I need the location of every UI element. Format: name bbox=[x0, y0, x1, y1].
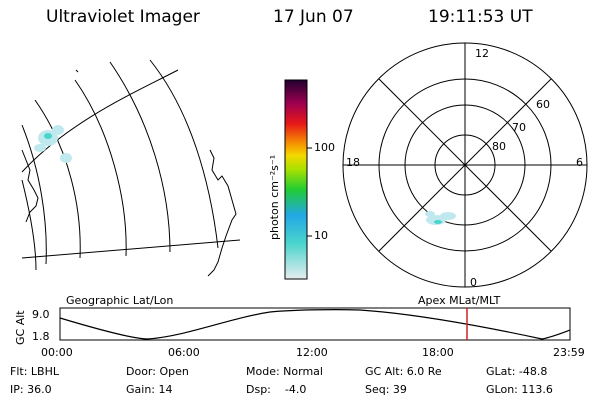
status-filter: Flt: LBHL bbox=[10, 365, 59, 378]
altitude-ytick: 9.0 bbox=[32, 308, 50, 321]
map-grid-line bbox=[21, 124, 47, 265]
map-grid-line bbox=[74, 79, 127, 257]
altitude-curve bbox=[59, 309, 571, 340]
colorbar-tick-label: 100 bbox=[314, 141, 335, 154]
altitude-xtick: 06:00 bbox=[168, 346, 200, 359]
coastline bbox=[75, 69, 79, 73]
altitude-plot-frame bbox=[59, 307, 571, 341]
status-glon: GLon: 113.6 bbox=[486, 383, 553, 396]
map-grid-line bbox=[109, 61, 171, 253]
altitude-xtick: 12:00 bbox=[296, 346, 328, 359]
status-ip: IP: 36.0 bbox=[10, 383, 52, 396]
map-grid-line bbox=[21, 179, 37, 271]
mlat-label-70: 70 bbox=[512, 121, 526, 134]
mlt-label-18: 18 bbox=[346, 156, 360, 169]
altitude-xtick: 00:00 bbox=[41, 346, 73, 359]
altitude-xtick: 18:00 bbox=[422, 346, 454, 359]
map-grid-line bbox=[149, 59, 219, 249]
apex-panel-label: Apex MLat/MLT bbox=[418, 294, 501, 307]
coastline bbox=[207, 149, 237, 277]
geographic-panel-label: Geographic Lat/Lon bbox=[66, 294, 174, 307]
observation-date: 17 Jun 07 bbox=[273, 7, 354, 27]
altitude-xtick: 23:59 bbox=[553, 346, 585, 359]
mlat-label-60: 60 bbox=[536, 98, 550, 111]
colorbar-tick-label: 10 bbox=[314, 229, 328, 242]
map-grid-line bbox=[34, 99, 81, 259]
altitude-ytick: 1.8 bbox=[32, 330, 50, 343]
polar-axis bbox=[378, 78, 552, 252]
mlat-label-80: 80 bbox=[492, 140, 506, 153]
map-grid-line bbox=[21, 69, 179, 173]
status-door: Door: Open bbox=[126, 365, 189, 378]
instrument-title: Ultraviolet Imager bbox=[46, 7, 200, 27]
altitude-ylabel: GC Alt bbox=[14, 310, 27, 345]
mlt-label-6: 6 bbox=[576, 156, 583, 169]
status-seq: Seq: 39 bbox=[365, 383, 407, 396]
status-gain: Gain: 14 bbox=[126, 383, 173, 396]
colorbar-gradient bbox=[284, 79, 308, 280]
coastline bbox=[21, 149, 39, 223]
status-dsp: Dsp: -4.0 bbox=[246, 383, 307, 396]
status-gc-alt: GC Alt: 6.0 Re bbox=[365, 365, 442, 378]
status-mode: Mode: Normal bbox=[246, 365, 323, 378]
mlt-label-12: 12 bbox=[475, 47, 489, 60]
status-glat: GLat: -48.8 bbox=[486, 365, 548, 378]
aurora-patch-polar bbox=[425, 211, 456, 225]
map-grid-line bbox=[21, 239, 241, 259]
mlt-label-0: 0 bbox=[470, 276, 477, 289]
observation-time: 19:11:53 UT bbox=[428, 7, 533, 27]
aurora-patch-geo bbox=[34, 125, 72, 163]
